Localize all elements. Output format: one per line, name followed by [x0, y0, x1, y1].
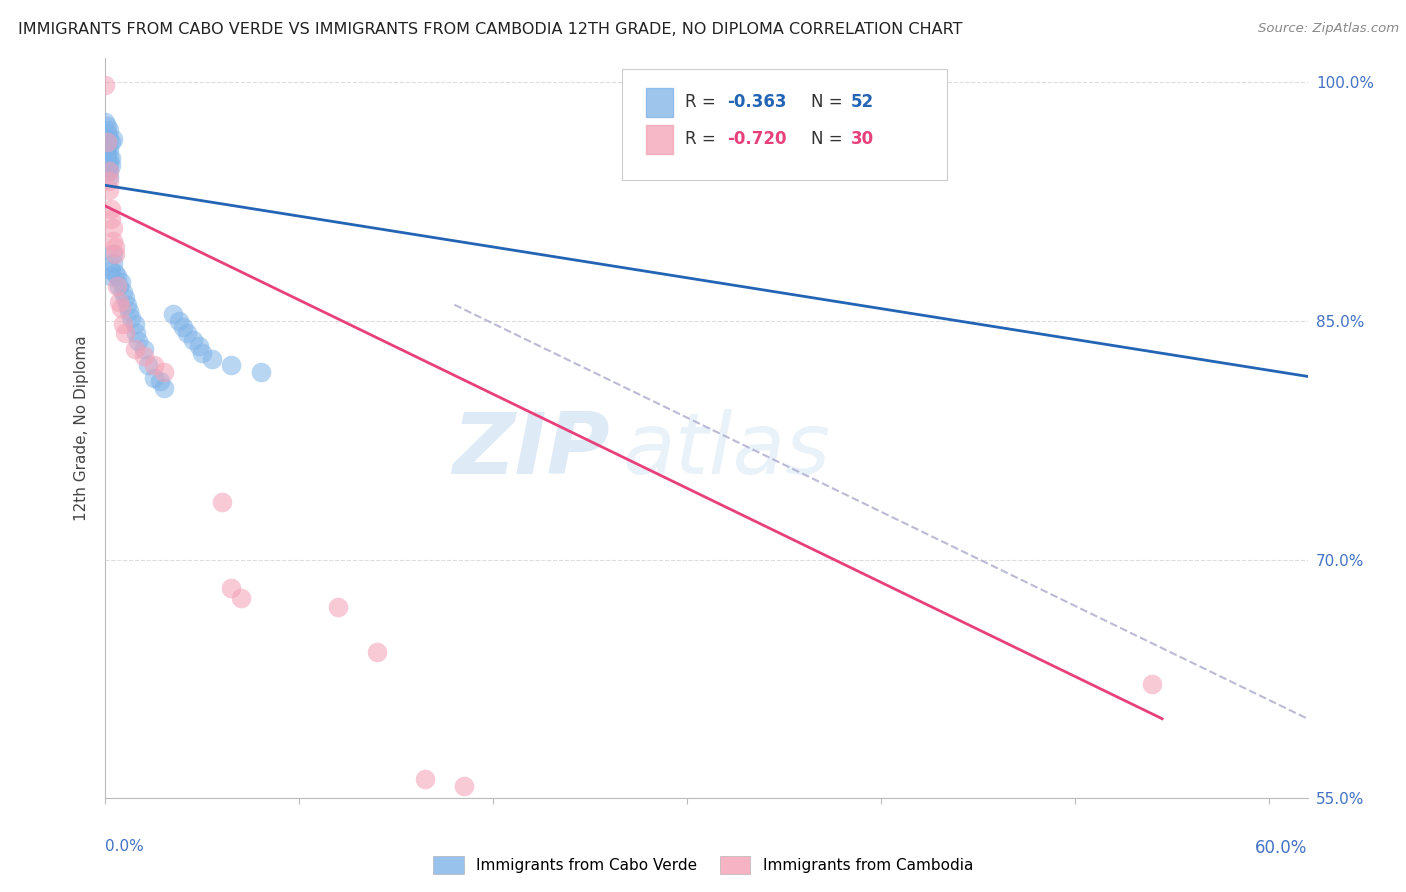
Point	[98, 142, 121, 156]
Point	[120, 310, 142, 325]
Point	[127, 334, 149, 349]
Text: atlas: atlas	[623, 409, 831, 491]
Point	[124, 317, 146, 331]
Point	[96, 126, 118, 140]
Point	[100, 136, 122, 150]
Point	[366, 645, 388, 659]
Point	[98, 173, 121, 187]
Point	[100, 158, 122, 172]
Point	[142, 358, 165, 372]
FancyBboxPatch shape	[623, 69, 948, 180]
Point	[103, 221, 125, 235]
Point	[96, 142, 118, 156]
Point	[134, 349, 156, 363]
Point	[98, 183, 121, 197]
Point	[98, 164, 121, 178]
Point	[98, 122, 121, 136]
Point	[103, 234, 125, 248]
Point	[249, 365, 271, 379]
Point	[124, 343, 146, 357]
Point	[231, 591, 253, 605]
Point	[110, 301, 132, 315]
Point	[176, 326, 198, 341]
Point	[162, 307, 184, 321]
Point	[114, 292, 136, 306]
Text: IMMIGRANTS FROM CABO VERDE VS IMMIGRANTS FROM CAMBODIA 12TH GRADE, NO DIPLOMA CO: IMMIGRANTS FROM CABO VERDE VS IMMIGRANTS…	[18, 22, 963, 37]
Point	[149, 374, 172, 388]
Point	[111, 317, 134, 331]
Point	[172, 320, 194, 334]
Point	[105, 278, 128, 293]
Legend: Immigrants from Cabo Verde, Immigrants from Cambodia: Immigrants from Cabo Verde, Immigrants f…	[427, 850, 979, 880]
Text: R =: R =	[685, 94, 721, 112]
Point	[201, 351, 224, 366]
Point	[94, 78, 117, 92]
Point	[453, 779, 475, 793]
Point	[100, 202, 122, 217]
Point	[115, 298, 138, 312]
Y-axis label: 12th Grade, No Diploma: 12th Grade, No Diploma	[75, 335, 90, 521]
Point	[167, 314, 190, 328]
Point	[1142, 676, 1164, 690]
Point	[191, 345, 214, 359]
Point	[104, 240, 127, 254]
Point	[96, 148, 118, 162]
Point	[98, 151, 121, 165]
Point	[152, 380, 174, 394]
Point	[326, 600, 349, 615]
Point	[134, 343, 156, 357]
Text: N =: N =	[811, 130, 848, 148]
Point	[96, 136, 118, 150]
Point	[104, 266, 127, 280]
Point	[288, 868, 311, 882]
Point	[118, 304, 141, 318]
Point	[98, 164, 121, 178]
Point	[221, 358, 243, 372]
Point	[104, 247, 127, 261]
Point	[111, 285, 134, 299]
Point	[105, 269, 128, 284]
Point	[108, 294, 131, 309]
Text: N =: N =	[811, 94, 848, 112]
Point	[96, 154, 118, 169]
Point	[94, 130, 117, 145]
Bar	[647, 87, 673, 117]
Text: 52: 52	[851, 94, 875, 112]
Point	[142, 371, 165, 385]
Point	[98, 158, 121, 172]
Text: -0.720: -0.720	[727, 130, 786, 148]
Point	[100, 151, 122, 165]
Text: -0.363: -0.363	[727, 94, 786, 112]
Point	[152, 365, 174, 379]
Point	[125, 326, 148, 341]
Point	[96, 136, 118, 150]
Point	[96, 161, 118, 175]
Text: 0.0%: 0.0%	[105, 839, 145, 854]
Point	[98, 170, 121, 185]
Point	[187, 339, 209, 353]
Point	[110, 276, 132, 290]
Text: Source: ZipAtlas.com: Source: ZipAtlas.com	[1258, 22, 1399, 36]
Point	[100, 269, 122, 284]
Point	[221, 581, 243, 595]
Point	[415, 772, 437, 787]
Text: 60.0%: 60.0%	[1256, 839, 1308, 857]
Text: R =: R =	[685, 130, 721, 148]
Point	[114, 326, 136, 341]
Text: 30: 30	[851, 130, 875, 148]
Point	[108, 278, 131, 293]
Point	[181, 333, 204, 347]
Text: ZIP: ZIP	[453, 409, 610, 491]
Point	[103, 256, 125, 270]
Point	[100, 262, 122, 277]
Point	[103, 247, 125, 261]
Bar	[647, 125, 673, 154]
Point	[98, 132, 121, 146]
Point	[103, 132, 125, 146]
Point	[136, 358, 159, 372]
Point	[94, 114, 117, 128]
Point	[100, 211, 122, 226]
Point	[211, 495, 233, 509]
Point	[96, 120, 118, 134]
